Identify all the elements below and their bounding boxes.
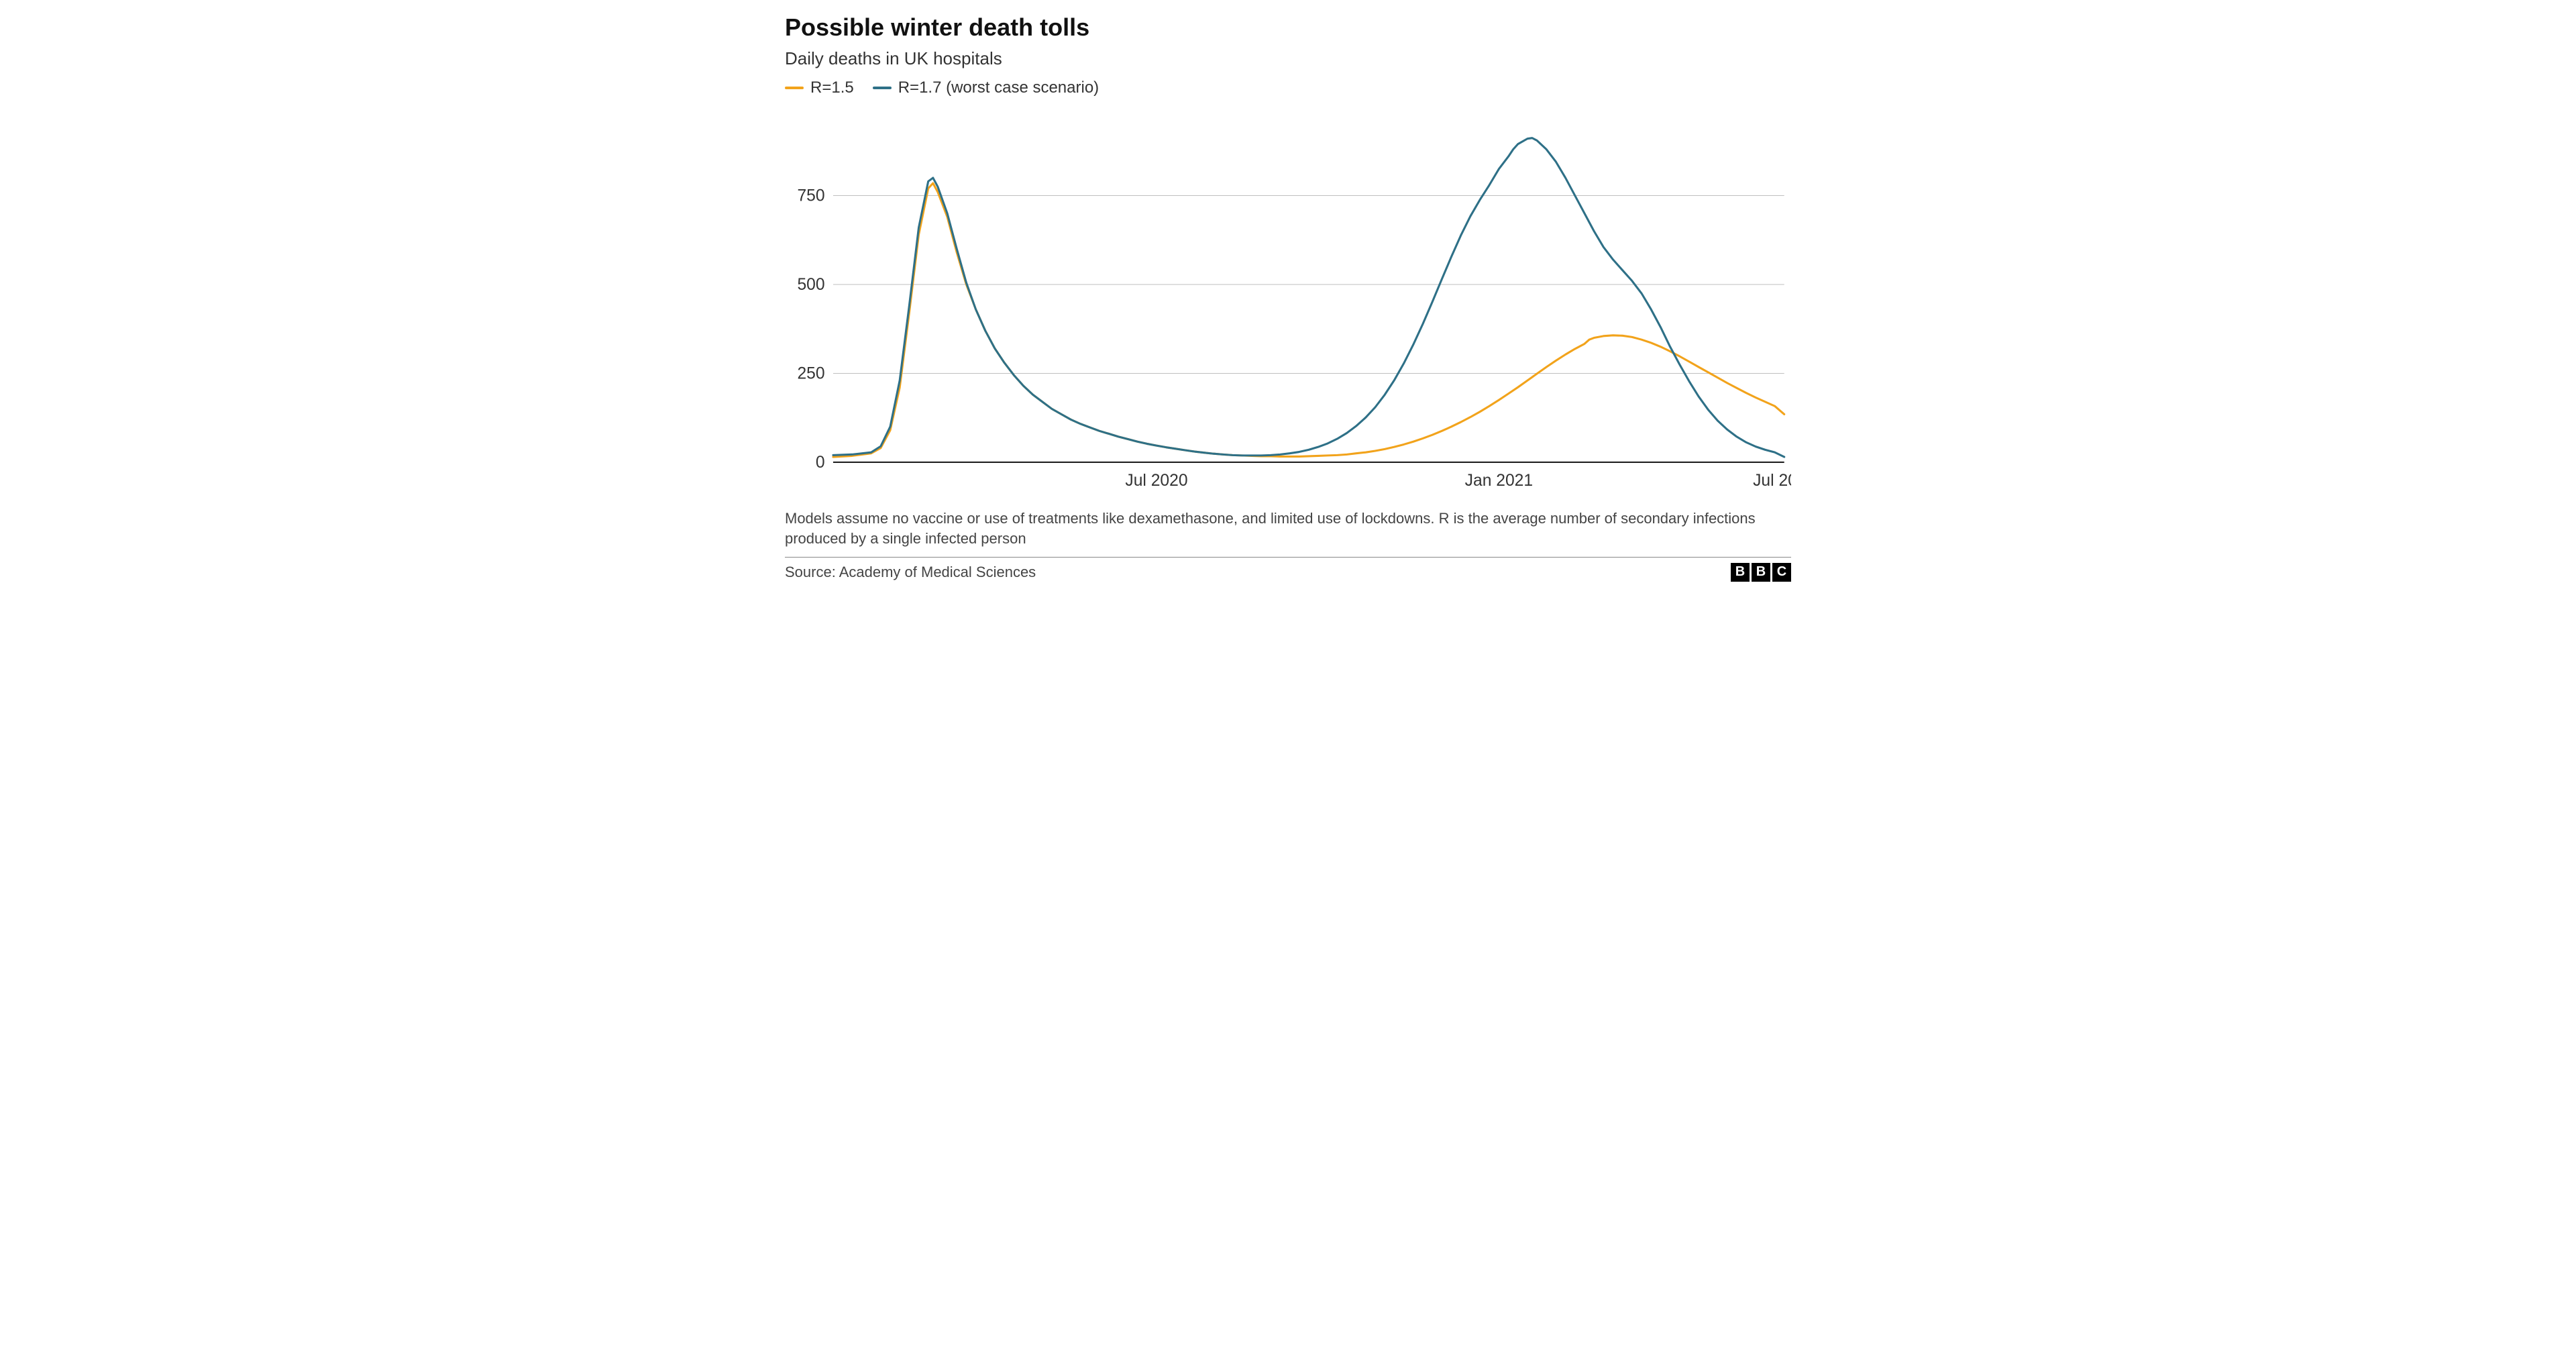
series-line	[833, 183, 1784, 457]
chart-container: Possible winter death tolls Daily deaths…	[785, 13, 1791, 582]
x-tick-label: Jul 2020	[1125, 472, 1187, 490]
y-tick-label: 0	[816, 454, 825, 472]
legend-item: R=1.7 (worst case scenario)	[873, 78, 1099, 97]
bbc-logo: BBC	[1731, 563, 1791, 582]
x-tick-label: Jul 2021	[1753, 472, 1791, 490]
line-chart-svg: 0 250 500 750 Jul 2020 Jan 2021 Jul 2021	[785, 111, 1791, 496]
y-tick-label: 500	[797, 276, 824, 294]
legend-label: R=1.5	[810, 78, 854, 97]
y-tick-label: 250	[797, 365, 824, 383]
x-tick-label: Jan 2021	[1465, 472, 1533, 490]
source-text: Source: Academy of Medical Sciences	[785, 564, 1036, 581]
legend-label: R=1.7 (worst case scenario)	[898, 78, 1099, 97]
y-tick-label: 750	[797, 187, 824, 205]
legend-item: R=1.5	[785, 78, 854, 97]
plot-area: 0 250 500 750 Jul 2020 Jan 2021 Jul 2021	[785, 111, 1791, 496]
bbc-logo-box: B	[1752, 563, 1770, 582]
bbc-logo-box: B	[1731, 563, 1750, 582]
series-line	[833, 138, 1784, 457]
legend-swatch	[785, 87, 804, 89]
legend: R=1.5 R=1.7 (worst case scenario)	[785, 78, 1791, 97]
bbc-logo-box: C	[1772, 563, 1791, 582]
chart-subtitle: Daily deaths in UK hospitals	[785, 48, 1791, 69]
legend-swatch	[873, 87, 892, 89]
footer-row: Source: Academy of Medical Sciences BBC	[785, 557, 1791, 582]
chart-title: Possible winter death tolls	[785, 13, 1791, 42]
chart-footnote: Models assume no vaccine or use of treat…	[785, 509, 1791, 548]
